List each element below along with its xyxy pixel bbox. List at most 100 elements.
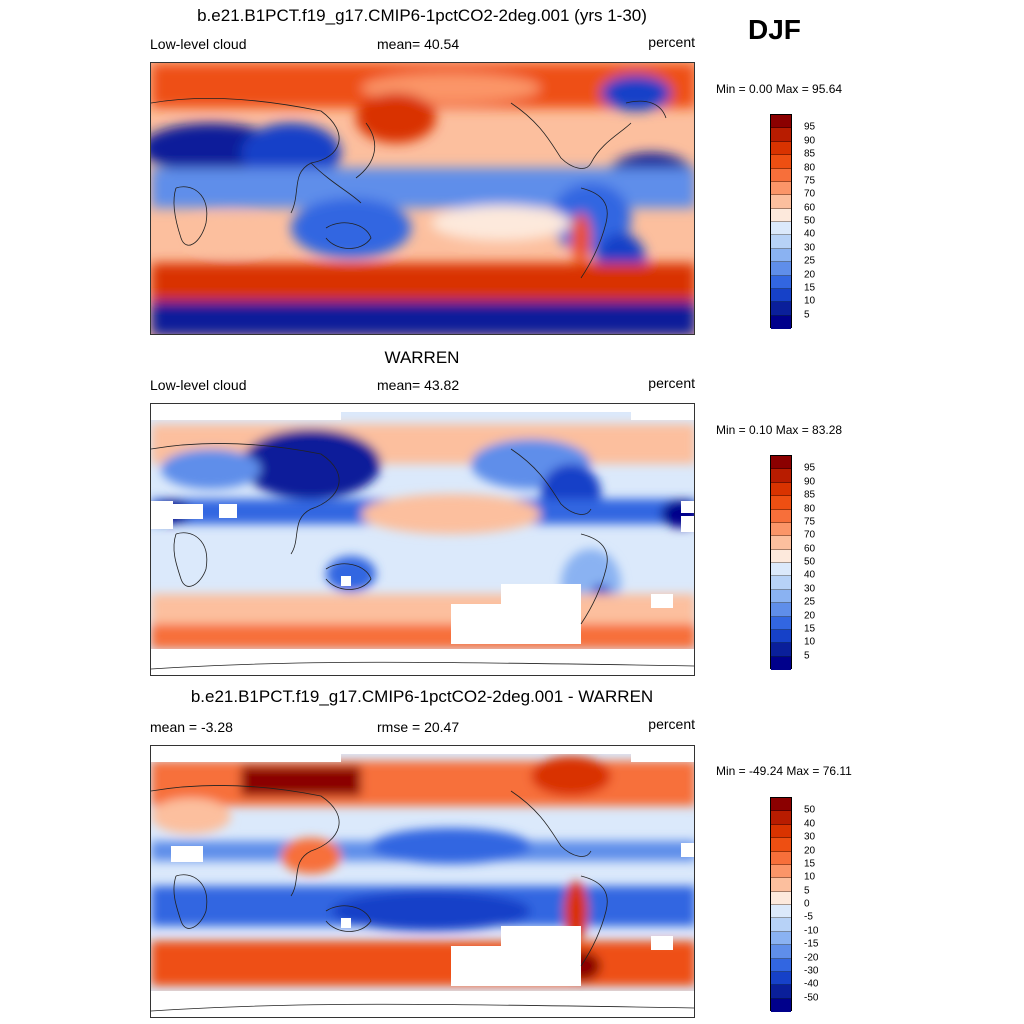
panel-1-left-label: Low-level cloud	[150, 36, 247, 52]
panel-2-mean-label: mean= 43.82	[377, 377, 460, 393]
colorbar-swatch	[771, 302, 791, 316]
colorbar-tick-label: -20	[804, 952, 819, 963]
colorbar-swatch	[771, 798, 791, 812]
colorbar-swatch	[771, 643, 791, 657]
colorbar-tick-label: 80	[804, 503, 816, 514]
colorbar-swatch	[771, 235, 791, 249]
colorbar-swatch	[771, 563, 791, 577]
colorbar-swatch	[771, 155, 791, 169]
panel-1-mean-label: mean= 40.54	[377, 36, 460, 52]
colorbar-swatch	[771, 629, 791, 644]
panel-2-map	[150, 403, 695, 676]
season-label: DJF	[748, 14, 801, 45]
panel-3-rmse-label: rmse = 20.47	[377, 719, 460, 735]
panel-3-map	[150, 745, 695, 1018]
colorbar-swatch	[771, 811, 791, 825]
panel-2-missing-data	[151, 404, 694, 675]
panel-2-minmax: Min = 0.10 Max = 83.28	[716, 423, 843, 437]
colorbar-tick-label: 20	[804, 610, 816, 621]
panel-3-map-graphic	[151, 746, 694, 1017]
colorbar-tick-label: 95	[804, 462, 816, 474]
panel-2-units-label: percent	[648, 375, 695, 391]
colorbar-tick-label: 30	[804, 242, 816, 254]
colorbar-tick-label: 30	[804, 583, 816, 595]
panel-1-minmax: Min = 0.00 Max = 95.64	[716, 82, 843, 96]
colorbar-swatch	[771, 275, 791, 289]
colorbar-tick-label: -30	[804, 965, 819, 977]
panel-2-map-graphic	[151, 404, 694, 675]
colorbar-tick-label: 15	[804, 858, 816, 870]
colorbar-swatch	[771, 288, 791, 303]
colorbar-swatch	[771, 985, 791, 999]
colorbar-tick-label: 15	[804, 282, 816, 294]
colorbar-tick-label: 10	[804, 295, 816, 307]
colorbar-swatch	[771, 222, 791, 236]
colorbar-swatch	[771, 891, 791, 905]
colorbar-swatch	[771, 208, 791, 222]
colorbar-tick-label: 70	[804, 188, 816, 200]
panel-3-title: b.e21.B1PCT.f19_g17.CMIP6-1pctCO2-2deg.0…	[190, 687, 654, 706]
colorbar-tick-label: -5	[804, 911, 813, 923]
colorbar-swatch	[771, 115, 791, 129]
colorbar-tick-label: -50	[804, 992, 819, 1004]
colorbar-swatch	[771, 824, 791, 839]
colorbar-tick-label: 30	[804, 831, 816, 843]
colorbar-tick-label: 85	[804, 489, 816, 501]
panel-3-minmax: Min = -49.24 Max = 76.11	[716, 764, 852, 778]
colorbar-tick-label: 75	[804, 175, 816, 187]
panel-2-title: WARREN	[384, 348, 460, 367]
colorbar-tick-label: 25	[804, 255, 816, 267]
colorbar-tick-label: 5	[804, 885, 810, 897]
colorbar-swatch	[771, 616, 791, 630]
colorbar-tick-label: 50	[804, 215, 816, 227]
colorbar-tick-label: 0	[804, 898, 810, 910]
colorbar-swatch	[771, 998, 791, 1012]
colorbar-tick-label: 85	[804, 148, 816, 160]
colorbar-tick-label: 25	[804, 596, 816, 608]
colorbar-swatch	[771, 536, 791, 550]
colorbar-tick-label: 20	[804, 269, 816, 280]
colorbar-swatch	[771, 168, 791, 182]
colorbar-tick-label: -40	[804, 978, 819, 990]
colorbar-tick-label: 80	[804, 162, 816, 173]
colorbar-swatch	[771, 851, 791, 865]
colorbar-tick-label: 70	[804, 529, 816, 541]
colorbar-swatch	[771, 958, 791, 972]
panel-2-coastlines	[151, 443, 694, 670]
panel-1-map	[150, 62, 695, 335]
colorbar-tick-label: 50	[804, 556, 816, 568]
colorbar-swatch	[771, 656, 791, 670]
colorbar-swatch	[771, 522, 791, 537]
panel-2-left-label: Low-level cloud	[150, 377, 247, 393]
colorbar-swatch	[771, 576, 791, 590]
colorbar-tick-label: 10	[804, 871, 816, 883]
colorbar-swatch	[771, 878, 791, 892]
colorbar-swatch	[771, 141, 791, 156]
colorbar-swatch	[771, 482, 791, 497]
colorbar-swatch	[771, 549, 791, 563]
colorbar-swatch	[771, 181, 791, 196]
panel-3-left-label: mean = -3.28	[150, 719, 233, 735]
colorbar-swatch	[771, 918, 791, 932]
colorbar-swatch	[771, 248, 791, 263]
panel-3-missing-data	[151, 746, 694, 1017]
panel-3-units-label: percent	[648, 716, 695, 732]
colorbar-swatch	[771, 456, 791, 470]
colorbar-swatch	[771, 905, 791, 919]
colorbar-swatch	[771, 315, 791, 329]
panel-1-map-graphic	[151, 63, 694, 334]
panel-3-coastlines	[151, 785, 694, 1012]
colorbar-tick-label: 75	[804, 516, 816, 528]
colorbar-swatch	[771, 838, 791, 852]
colorbar-tick-label: 40	[804, 569, 816, 581]
panel-3-colorbar	[770, 797, 792, 1012]
colorbar-swatch	[771, 864, 791, 879]
colorbar-swatch	[771, 496, 791, 510]
colorbar-tick-label: -10	[804, 925, 819, 937]
colorbar-swatch	[771, 128, 791, 142]
colorbar-tick-label: 60	[804, 543, 816, 555]
colorbar-tick-label: 20	[804, 845, 816, 856]
colorbar-tick-label: 10	[804, 636, 816, 648]
colorbar-tick-label: 15	[804, 623, 816, 635]
colorbar-swatch	[771, 195, 791, 209]
